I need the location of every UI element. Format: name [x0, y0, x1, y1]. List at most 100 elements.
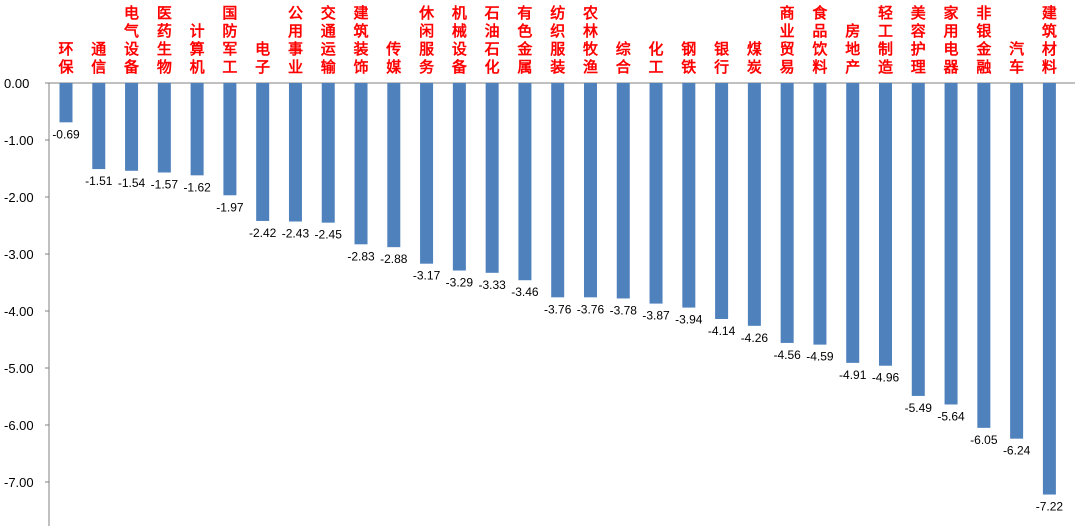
value-label: -0.69 [52, 127, 80, 141]
bar [321, 83, 335, 223]
bar [125, 83, 139, 171]
value-label: -3.46 [511, 285, 539, 299]
y-tick-label: -5.00 [4, 361, 34, 376]
category-label: 医药生物 [157, 4, 172, 76]
bar [780, 83, 794, 343]
value-label: -4.91 [839, 368, 867, 382]
bar [420, 83, 434, 264]
bar [715, 83, 729, 319]
category-label: 机械设备 [451, 4, 468, 76]
bar [288, 83, 302, 222]
category-label: 建筑材料 [1041, 4, 1058, 76]
category-label: 煤炭 [747, 40, 762, 76]
value-label: -7.22 [1036, 500, 1064, 514]
value-label: -3.29 [446, 276, 474, 290]
value-label: -1.97 [216, 200, 244, 214]
value-label: -6.24 [1003, 444, 1031, 458]
category-label: 化工 [649, 40, 664, 76]
category-label: 电子 [255, 40, 270, 76]
value-label: -5.64 [937, 409, 965, 423]
bar [223, 83, 237, 196]
y-tick-label: -3.00 [4, 247, 34, 262]
bar [452, 83, 466, 271]
value-label: -2.42 [249, 226, 277, 240]
bar [387, 83, 401, 248]
bar [92, 83, 106, 170]
bar [485, 83, 499, 273]
y-tick-label: -2.00 [4, 190, 34, 205]
value-label: -3.78 [610, 303, 638, 317]
bar [583, 83, 597, 298]
category-label: 农林牧渔 [582, 4, 599, 76]
bar [682, 83, 696, 308]
category-label: 美容护理 [910, 4, 927, 76]
bars-group [59, 83, 1056, 495]
bar [911, 83, 925, 396]
category-label: 传媒 [385, 40, 402, 76]
bar [354, 83, 368, 245]
bar [518, 83, 532, 281]
category-label: 综合 [615, 40, 632, 76]
y-tick-label: -1.00 [4, 133, 34, 148]
value-label: -1.62 [183, 180, 211, 194]
value-label: -3.76 [544, 302, 572, 316]
y-tick-label: -4.00 [4, 304, 34, 319]
category-label: 环保 [57, 40, 74, 76]
y-tick-label: -7.00 [4, 475, 34, 490]
value-label: -4.96 [872, 371, 900, 385]
value-label: -2.88 [380, 252, 408, 266]
value-labels-group: -0.69 -1.51 -1.54 -1.57 -1.62 -1.97 -2.42 -2.43… [52, 127, 1063, 513]
value-label: -3.94 [675, 313, 703, 327]
value-label: -1.54 [118, 176, 146, 190]
category-label: 电气设备 [123, 4, 140, 76]
category-label: 交通运输 [321, 4, 337, 76]
value-label: -3.76 [577, 302, 605, 316]
bar [157, 83, 171, 173]
category-label: 计算机 [190, 22, 205, 76]
category-label: 国防军工 [222, 4, 237, 76]
category-label: 轻工制造 [878, 4, 893, 76]
category-label: 非银金融 [975, 4, 992, 76]
value-label: -5.49 [905, 401, 933, 415]
value-label: -4.56 [773, 348, 801, 362]
bar [649, 83, 663, 304]
category-label: 纺织服装 [549, 4, 566, 76]
category-label: 房地产 [845, 22, 860, 76]
value-label: -4.59 [806, 350, 834, 364]
category-label: 建筑装饰 [353, 4, 370, 76]
category-label: 家用电器 [943, 4, 960, 76]
category-label: 休闲服务 [418, 4, 435, 76]
category-label: 石油石化 [484, 4, 500, 76]
bar [190, 83, 204, 176]
y-axis: 0.00 -1.00 -2.00 -3.00 -4.00 -5.00 -6.00 -7.00 [4, 76, 1075, 526]
bar [879, 83, 892, 366]
y-tick-label: 0.00 [4, 76, 29, 91]
category-label: 食品饮料 [811, 4, 828, 76]
category-label: 钢铁 [681, 40, 696, 76]
y-tick-label: -6.00 [4, 418, 34, 433]
bar [551, 83, 565, 298]
bar [747, 83, 761, 326]
value-label: -2.45 [315, 228, 343, 242]
bar [1010, 83, 1024, 439]
bar [256, 83, 270, 221]
bar [846, 83, 860, 363]
value-label: -1.57 [151, 177, 179, 191]
category-label: 通信 [91, 40, 106, 76]
bar [944, 83, 958, 405]
value-label: -3.87 [642, 309, 670, 323]
category-label: 有色金属 [516, 4, 533, 76]
bar [616, 83, 630, 299]
value-label: -4.26 [741, 331, 769, 345]
bar [1042, 83, 1056, 495]
category-label: 公用事业 [288, 4, 303, 76]
value-label: -2.83 [347, 249, 375, 263]
value-label: -3.17 [413, 269, 441, 283]
value-label: -3.33 [478, 278, 506, 292]
value-label: -4.14 [708, 324, 736, 338]
bar [59, 83, 73, 123]
category-label: 银行 [713, 40, 730, 76]
bar [813, 83, 827, 345]
value-label: -2.43 [282, 227, 310, 241]
